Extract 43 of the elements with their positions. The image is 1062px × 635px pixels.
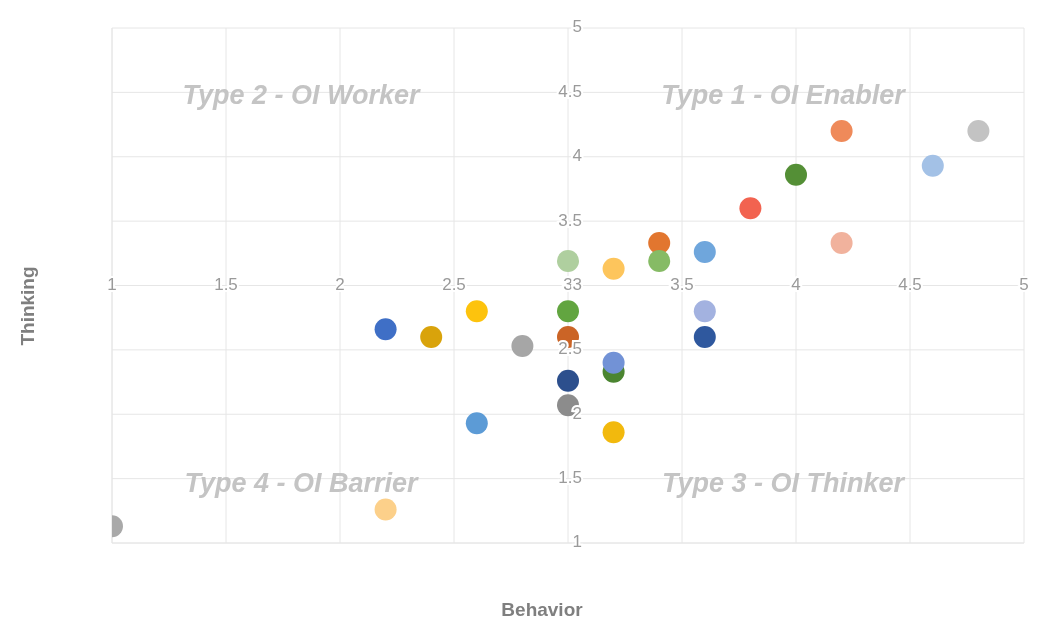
point (557, 250, 579, 273)
point (465, 412, 488, 435)
x-tick-label: 4 (791, 274, 801, 294)
point (374, 318, 397, 341)
y-tick-label: 1 (572, 532, 582, 552)
annotation: Type 3 - OI Thinker (661, 467, 905, 499)
point (557, 300, 579, 323)
point (739, 197, 762, 220)
x-tick-label: 1 (107, 274, 117, 294)
point (602, 351, 625, 374)
point (785, 163, 807, 186)
point (830, 232, 853, 255)
annotation: Type 2 - OI Worker (182, 79, 420, 111)
annotation: Type 4 - OI Barrier (184, 467, 418, 499)
point (511, 335, 534, 358)
point (693, 326, 716, 348)
point (374, 498, 397, 521)
x-tick-label: 1.5 (214, 274, 238, 294)
point (967, 120, 990, 142)
y-tick-label: 1.5 (558, 468, 582, 488)
point (602, 257, 625, 280)
y-tick-label: 3.5 (558, 210, 582, 230)
point (602, 421, 625, 444)
point (921, 154, 944, 177)
point (693, 241, 716, 264)
annotation: Type 1 - OI Enabler (661, 79, 905, 111)
y-axis-title: Thinking (17, 265, 39, 346)
x-axis-title: Behavior (501, 599, 583, 621)
x-tick-label: 3.5 (670, 274, 694, 294)
point (465, 300, 488, 323)
x-tick-label: 5 (1019, 274, 1029, 294)
x-tick-label: 2.5 (442, 274, 466, 294)
point (830, 120, 853, 142)
y-tick-label: 4.5 (558, 81, 582, 101)
point (693, 300, 716, 323)
y-tick-label: 4 (572, 146, 582, 166)
point (420, 326, 443, 348)
point (648, 232, 671, 255)
x-tick-label: 4.5 (898, 274, 922, 294)
point (648, 250, 671, 273)
x-tick-label: 2 (335, 274, 345, 294)
y-tick-label: 5 (572, 17, 582, 37)
point (557, 369, 579, 392)
